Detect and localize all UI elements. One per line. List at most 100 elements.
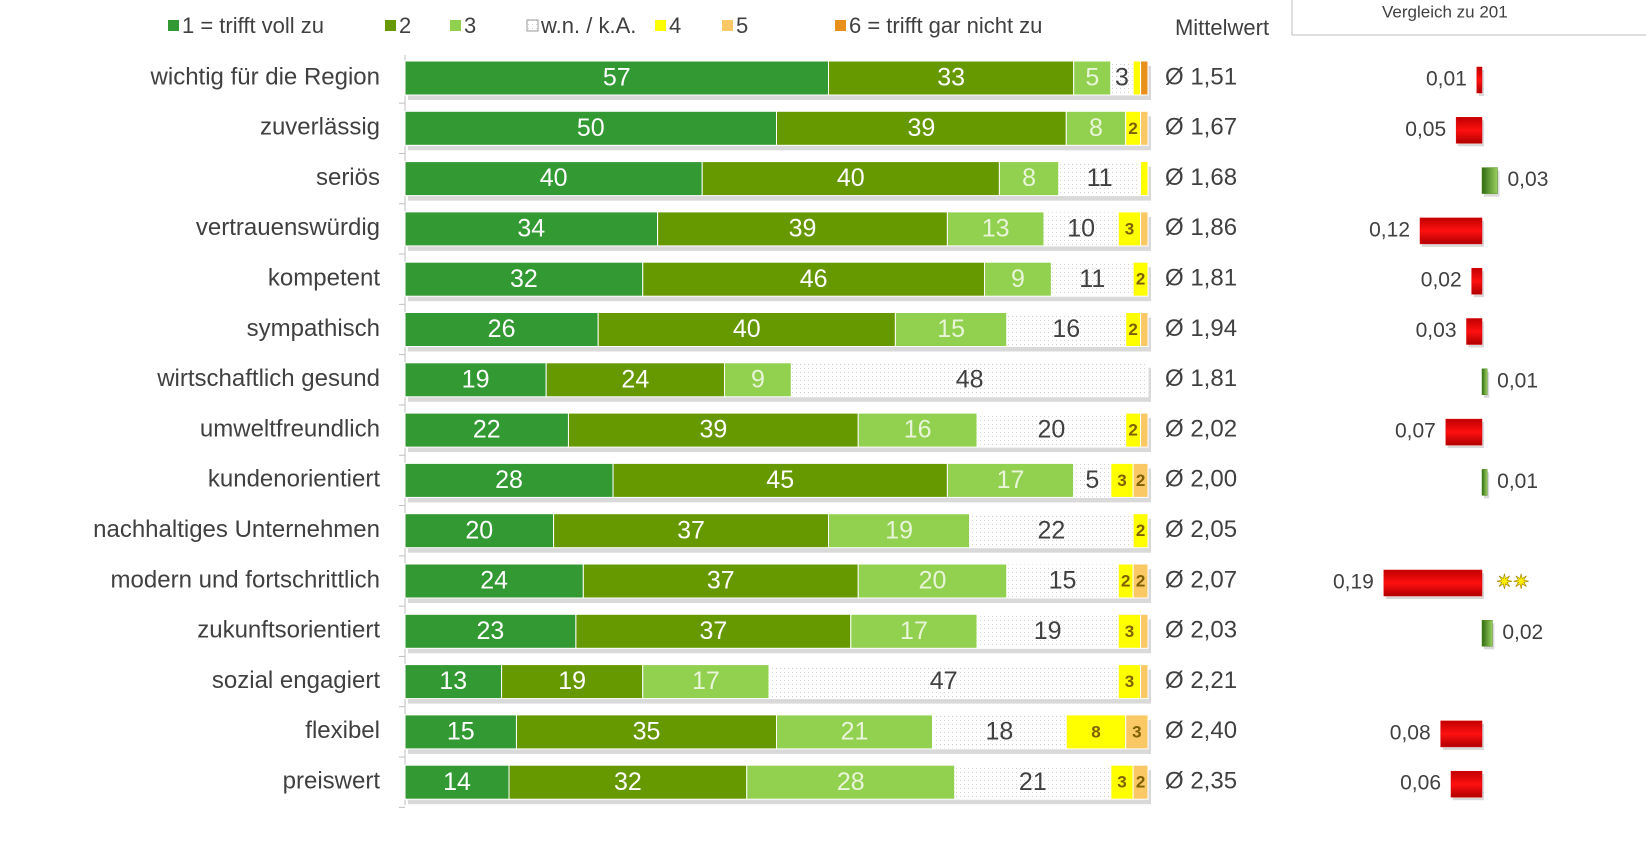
bar-segment — [575, 613, 852, 649]
bar-segment — [404, 161, 703, 197]
bar-segment — [404, 664, 503, 700]
change-bar — [1466, 318, 1483, 345]
change-label: 0,08 — [1390, 721, 1431, 744]
bar-segment — [946, 211, 1045, 247]
segment-label: 39 — [907, 114, 935, 142]
bar-segment — [404, 60, 830, 96]
segment-label: 17 — [997, 466, 1025, 494]
legend-swatch — [655, 20, 666, 31]
bar-segment — [1058, 161, 1142, 197]
bar-segment — [404, 513, 555, 549]
segment-label: 28 — [837, 768, 865, 796]
bar-segment — [1050, 261, 1134, 297]
bar-segment — [597, 312, 896, 347]
segment-label: 8 — [1089, 114, 1103, 142]
segment-label: 57 — [603, 64, 631, 92]
legend-swatch — [722, 20, 733, 31]
segment-label: 22 — [473, 416, 501, 444]
segment-label: 2 — [1128, 421, 1137, 440]
segment-label: 20 — [1038, 416, 1066, 444]
segment-label: 13 — [982, 215, 1010, 243]
segment-label: 50 — [577, 114, 605, 142]
bar-segment — [553, 513, 830, 549]
segment-label: 18 — [985, 718, 1013, 746]
legend-swatch — [385, 20, 396, 31]
category-label: modern und fortschrittlich — [111, 566, 380, 593]
mean-label: Ø 1,94 — [1165, 315, 1237, 342]
segment-label: 5 — [1085, 64, 1099, 92]
bar-segment — [1140, 60, 1149, 96]
mean-label: Ø 1,86 — [1165, 214, 1237, 241]
bar-segment — [1006, 563, 1119, 599]
bar-segment — [969, 513, 1134, 549]
segment-label: 3 — [1115, 64, 1129, 92]
segment-label: 48 — [956, 365, 984, 393]
segment-label: 33 — [937, 64, 965, 92]
change-label: 0,06 — [1400, 772, 1441, 795]
mean-label: Ø 2,35 — [1165, 768, 1237, 795]
change-bar — [1455, 117, 1483, 144]
segment-label: 23 — [477, 617, 505, 645]
segment-label: 3 — [1125, 672, 1134, 691]
segment-label: 20 — [919, 567, 947, 595]
segment-label: 11 — [1087, 164, 1113, 192]
mean-label: Ø 2,40 — [1165, 717, 1237, 744]
bar-segment — [642, 664, 770, 700]
change-label: 0,03 — [1508, 168, 1549, 191]
legend-label: 4 — [669, 13, 681, 38]
segment-label: 2 — [1136, 521, 1145, 540]
change-label: 0,01 — [1497, 369, 1538, 392]
segment-label: 22 — [1038, 516, 1066, 544]
bar-segment — [1132, 563, 1149, 599]
bar-segment — [582, 563, 859, 599]
change-label: 0,05 — [1405, 118, 1446, 141]
segment-label: 47 — [930, 667, 958, 695]
legend-swatch — [526, 19, 539, 32]
category-label: kompetent — [268, 265, 380, 292]
bar-segment — [1140, 613, 1149, 649]
bar-segment — [1065, 110, 1127, 146]
bar-segment — [501, 664, 644, 700]
segment-label: 3 — [1125, 219, 1134, 238]
category-label: vertrauenswürdig — [196, 214, 380, 241]
bar-segment — [894, 312, 1008, 347]
segment-label: 46 — [800, 265, 828, 293]
legend-label: 6 = trifft gar nicht zu — [849, 13, 1042, 38]
category-label: zuverlässig — [260, 114, 380, 141]
bar-segment — [1140, 211, 1149, 247]
bar-segment — [1140, 110, 1149, 146]
segment-label: 2 — [1121, 571, 1130, 590]
change-label: 0,01 — [1497, 470, 1538, 493]
bar-segment — [567, 412, 859, 448]
legend-swatch — [168, 20, 179, 31]
category-label: zukunftsorientiert — [197, 617, 380, 644]
bar-segment — [404, 764, 510, 800]
mean-label: Ø 1,68 — [1165, 164, 1237, 191]
segment-label: 19 — [462, 365, 490, 393]
mean-label: Ø 1,67 — [1165, 114, 1237, 141]
segment-label: 34 — [517, 215, 545, 243]
change-label: 0,19 — [1333, 571, 1374, 594]
segment-label: 15 — [1049, 567, 1077, 595]
category-label: sozial engagiert — [212, 667, 380, 694]
bar-segment — [1132, 513, 1149, 549]
bar-segment — [642, 261, 986, 297]
legend-label: 1 = trifft voll zu — [182, 13, 324, 38]
bar-segment — [1043, 211, 1119, 247]
segment-label: 26 — [488, 315, 516, 343]
change-label: 0,07 — [1395, 420, 1436, 443]
legend-swatch — [450, 20, 461, 31]
change-bar — [1481, 620, 1493, 647]
bar-segment — [857, 563, 1008, 599]
bar-segment — [1125, 714, 1149, 750]
segment-label: 32 — [614, 768, 642, 796]
segment-label: 39 — [789, 215, 817, 243]
change-label: 0,01 — [1426, 68, 1467, 91]
bar-segment — [850, 613, 978, 649]
change-label: 0,12 — [1369, 218, 1410, 241]
change-bar — [1481, 469, 1488, 496]
bar-segment — [657, 211, 948, 247]
legend-label: w.n. / k.A. — [540, 13, 636, 38]
segment-label: 16 — [904, 416, 932, 444]
bar-segment — [828, 513, 971, 549]
